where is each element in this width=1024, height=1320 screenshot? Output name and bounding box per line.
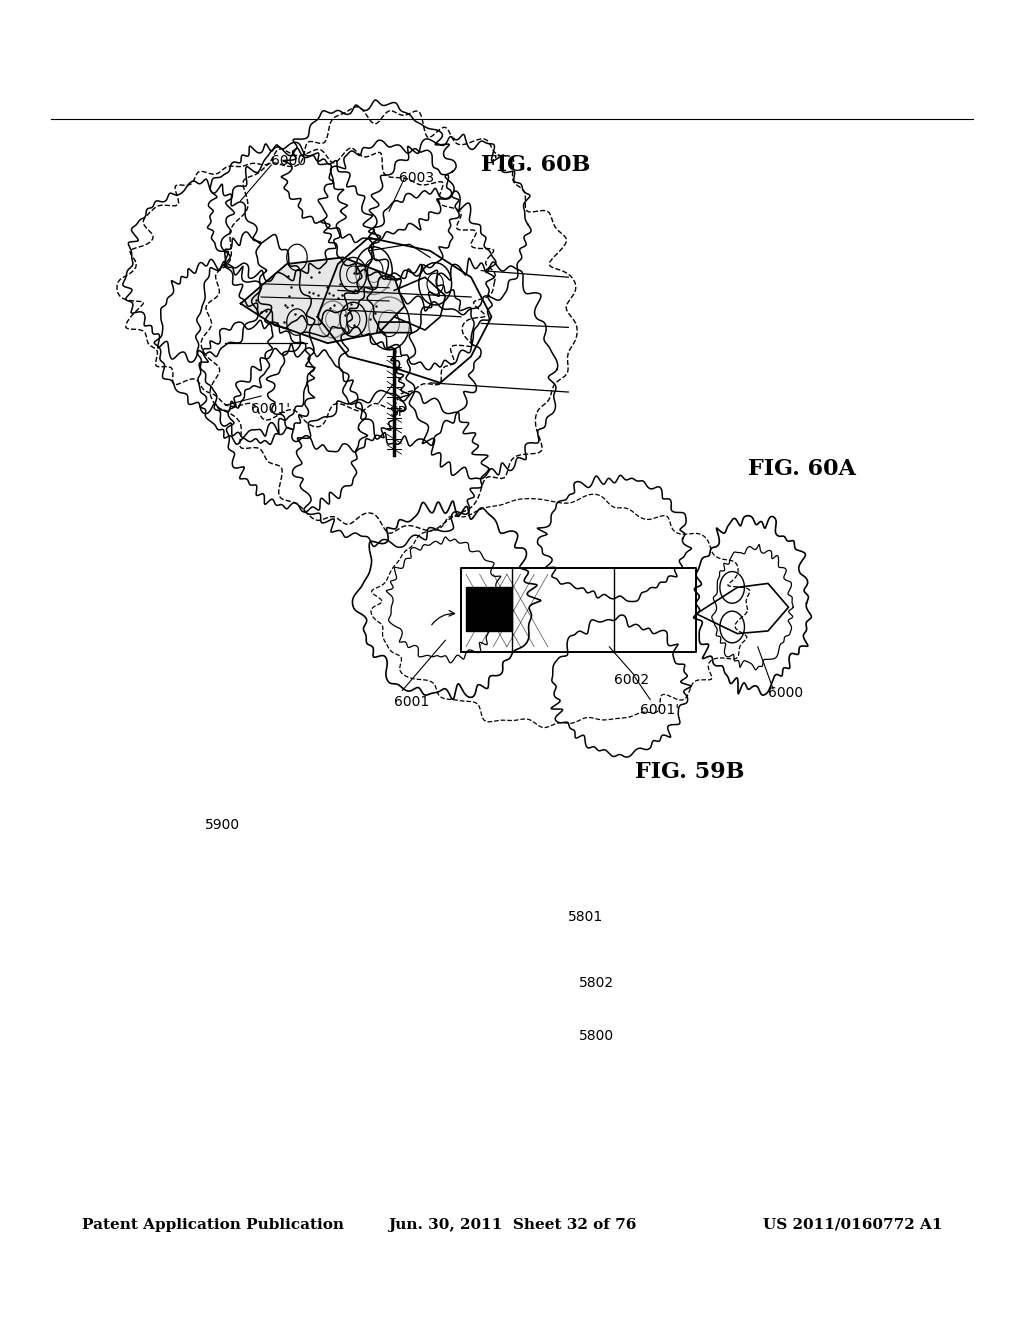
- Text: 5800: 5800: [579, 1030, 613, 1043]
- Text: 6001: 6001: [394, 696, 429, 709]
- Polygon shape: [466, 587, 512, 631]
- Text: Patent Application Publication: Patent Application Publication: [82, 1218, 344, 1232]
- Text: SP: SP: [389, 405, 407, 418]
- Text: US 2011/0160772 A1: US 2011/0160772 A1: [763, 1218, 942, 1232]
- Text: FIG. 59B: FIG. 59B: [635, 762, 744, 783]
- Text: 6002: 6002: [614, 673, 649, 686]
- Polygon shape: [377, 322, 412, 333]
- Text: 6003: 6003: [399, 172, 434, 185]
- Text: 5801: 5801: [568, 911, 603, 924]
- Text: FIG. 60B: FIG. 60B: [481, 154, 591, 176]
- Text: 5802: 5802: [579, 977, 613, 990]
- Text: 6000: 6000: [271, 154, 306, 168]
- Text: Jun. 30, 2011  Sheet 32 of 76: Jun. 30, 2011 Sheet 32 of 76: [388, 1218, 636, 1232]
- Text: 6000: 6000: [768, 686, 803, 700]
- Text: 5900: 5900: [205, 818, 240, 832]
- Text: FIG. 60A: FIG. 60A: [748, 458, 855, 479]
- Text: 6001': 6001': [640, 704, 679, 717]
- Polygon shape: [241, 257, 404, 343]
- Text: 6001': 6001': [251, 403, 290, 416]
